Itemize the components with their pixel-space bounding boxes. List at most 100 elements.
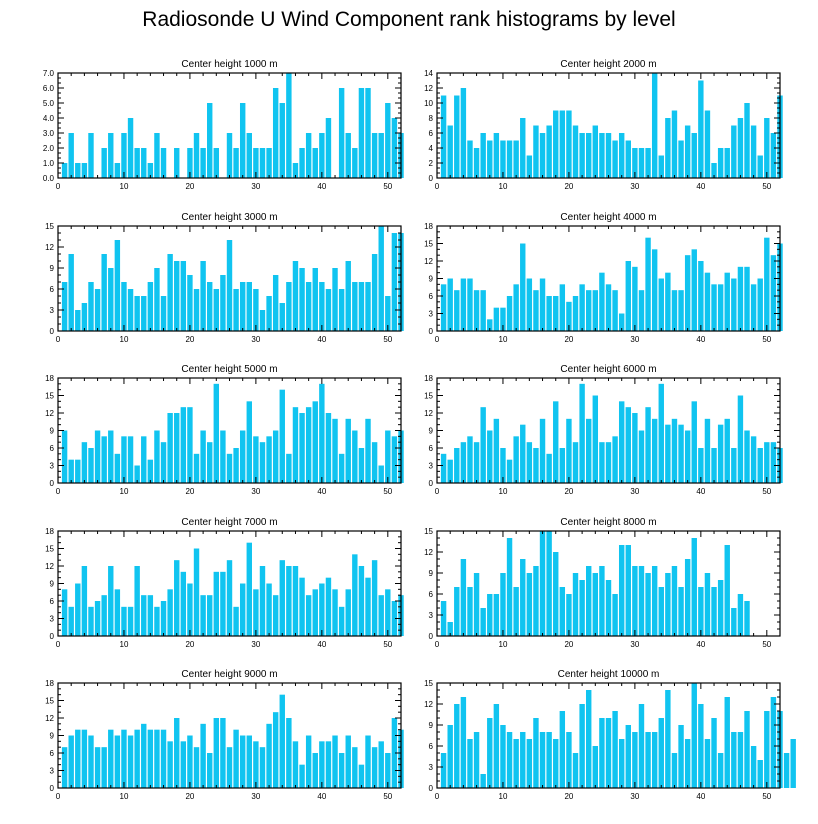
bar <box>239 430 246 483</box>
bar <box>599 133 605 178</box>
bar <box>68 459 74 483</box>
y-tick-label: 12 <box>424 700 433 709</box>
bar <box>141 595 147 636</box>
bar <box>121 606 127 636</box>
bar <box>480 608 486 636</box>
bar <box>717 753 724 788</box>
bar <box>724 697 730 788</box>
bar <box>81 163 88 178</box>
bar <box>605 718 612 788</box>
bar <box>744 266 750 331</box>
bar <box>724 148 730 178</box>
y-tick-label: 9 <box>429 275 434 284</box>
bar <box>147 459 154 483</box>
bar <box>717 424 724 483</box>
y-tick-label: 6 <box>429 590 434 599</box>
y-tick-label: 15 <box>424 392 433 401</box>
bar <box>592 125 599 178</box>
bar <box>160 601 167 636</box>
bar <box>506 459 513 483</box>
y-tick-label: 9 <box>50 732 55 741</box>
bar <box>467 436 473 483</box>
x-tick-label: 40 <box>696 640 705 649</box>
bar <box>586 566 592 636</box>
bar <box>312 148 318 178</box>
x-tick-label: 0 <box>435 640 440 649</box>
bar <box>385 296 391 331</box>
bar <box>467 278 473 331</box>
bar <box>365 577 371 636</box>
bar <box>618 313 625 331</box>
x-tick-label: 20 <box>564 792 573 801</box>
bar <box>605 580 612 636</box>
bar <box>618 739 625 788</box>
bar <box>180 407 187 483</box>
bar <box>440 601 447 636</box>
bar <box>378 133 384 178</box>
bar <box>61 163 68 178</box>
bar <box>134 566 140 636</box>
bar <box>731 732 737 788</box>
x-tick-label: 50 <box>383 182 392 191</box>
bar <box>684 125 691 178</box>
bar <box>500 307 506 331</box>
bar <box>220 571 226 636</box>
bar <box>691 683 697 788</box>
bar <box>440 284 447 331</box>
y-tick-label: 2 <box>429 159 434 168</box>
bar <box>493 594 500 636</box>
bar <box>299 413 305 483</box>
bar <box>500 573 506 636</box>
panel-title: Center height 8000 m <box>560 517 656 528</box>
bar <box>651 418 658 483</box>
bar <box>632 148 638 178</box>
bar <box>546 453 552 483</box>
x-tick-label: 0 <box>56 640 61 649</box>
bar <box>292 407 299 483</box>
bar <box>546 125 552 178</box>
bar <box>246 133 252 178</box>
bar <box>259 566 266 636</box>
bar <box>467 739 473 788</box>
bar <box>345 418 351 483</box>
bar <box>127 118 134 178</box>
x-tick-label: 0 <box>435 335 440 344</box>
bar <box>691 133 697 178</box>
bar <box>213 148 220 178</box>
bar <box>605 284 612 331</box>
bar <box>266 148 272 178</box>
bar <box>744 103 750 178</box>
bar <box>207 442 213 483</box>
bar <box>174 148 180 178</box>
bar <box>671 753 678 788</box>
bar <box>658 587 664 636</box>
x-tick-label: 0 <box>56 792 61 801</box>
bar <box>272 595 279 636</box>
bar <box>154 133 160 178</box>
bar <box>68 254 74 331</box>
x-tick-label: 40 <box>317 335 326 344</box>
bar <box>526 739 533 788</box>
bar <box>671 110 678 178</box>
bar <box>658 278 664 331</box>
bar <box>385 430 391 483</box>
bar <box>724 418 730 483</box>
panel-10: Center height 10000 m 0 10 20 30 40 50 0 3 6 9 12 15 <box>424 669 796 801</box>
bar <box>592 573 599 636</box>
bar <box>391 436 398 483</box>
bar <box>671 566 678 636</box>
y-tick-label: 12 <box>45 409 54 418</box>
bar <box>506 538 513 636</box>
bar <box>345 133 351 178</box>
bar <box>500 448 506 483</box>
bar <box>566 594 572 636</box>
bar <box>678 725 684 788</box>
bar <box>764 442 770 483</box>
bar <box>253 589 259 636</box>
bar <box>378 741 384 788</box>
bar <box>454 95 460 178</box>
bar <box>213 383 220 483</box>
bar <box>292 566 299 636</box>
x-tick-label: 30 <box>251 792 260 801</box>
y-tick-label: 9 <box>50 264 55 273</box>
